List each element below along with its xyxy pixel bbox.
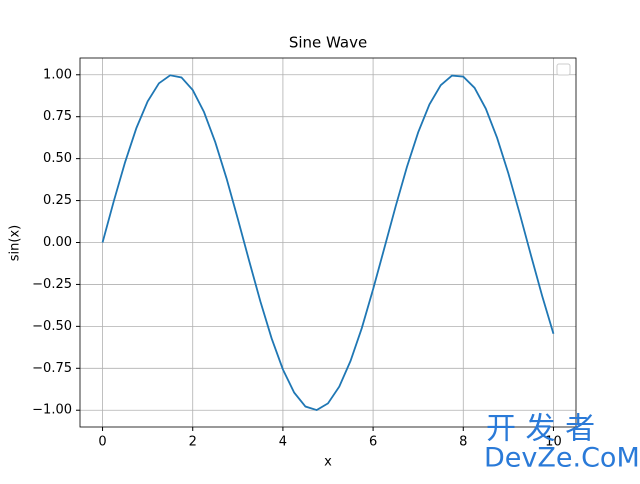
y-tick-label: −0.75 [32,361,72,376]
y-tick-label: 0.25 [43,193,72,208]
watermark: DevZe.CoM [484,443,640,474]
y-tick-label: −0.25 [32,277,72,292]
x-tick-label: 10 [545,435,562,450]
x-axis-label: x [324,455,332,470]
plot-area: 0 2 4 6 8 10 −1.00 −0.75 −0.50 −0.25 0.00 0.25 0.50 0… [32,58,576,450]
x-tick-label: 8 [459,435,467,450]
y-tick-label: 0.00 [43,235,72,250]
x-tick-label: 2 [189,435,197,450]
line-series [101,74,555,412]
y-tick-label: −1.00 [32,403,72,418]
y-tick-label: 1.00 [43,67,72,82]
chart-title: Sine Wave [289,34,367,52]
y-axis-label: sin(x) [8,225,23,261]
watermark: 开 发 者 [486,412,595,447]
x-tick-label: 6 [369,435,377,450]
x-tick-label: 4 [279,435,287,450]
x-tick-label: 0 [98,435,106,450]
axes-frame [79,57,577,428]
legend-box [556,63,571,76]
y-tick-label: 0.50 [43,151,72,166]
y-tick-label: 0.75 [43,109,72,124]
y-tick-label: −0.50 [32,319,72,334]
